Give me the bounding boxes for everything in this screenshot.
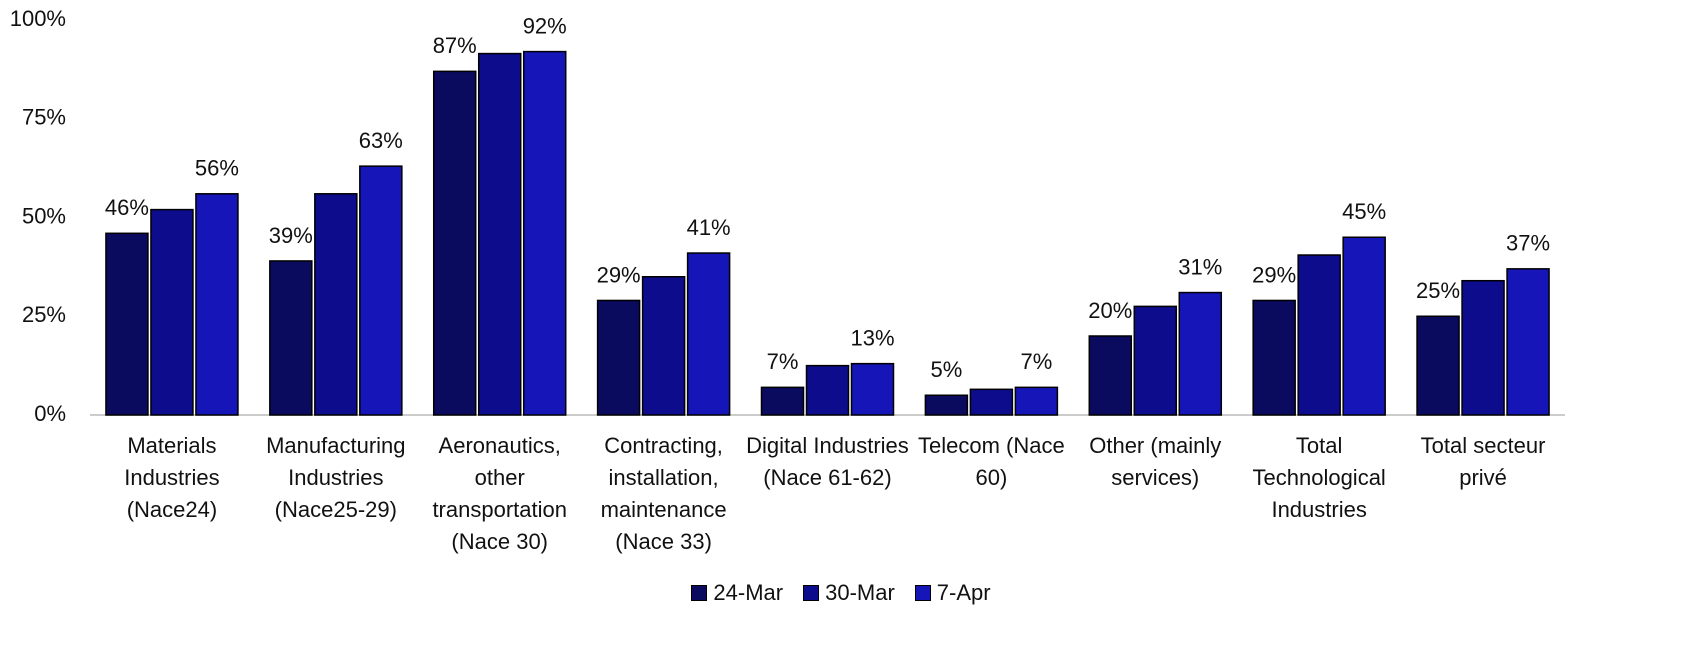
y-tick-label: 0%: [34, 401, 66, 426]
data-label: 87%: [433, 33, 477, 58]
legend-label: 7-Apr: [936, 580, 991, 605]
data-label: 37%: [1506, 231, 1550, 256]
bar: [359, 165, 403, 416]
bar: [1342, 236, 1386, 416]
bar: [195, 193, 239, 416]
bar: [1416, 315, 1460, 416]
data-label: 7%: [767, 349, 799, 374]
bar: [1252, 299, 1296, 416]
bar: [760, 386, 805, 416]
bar: [1014, 386, 1059, 416]
bar: [1133, 305, 1178, 416]
bar: [850, 362, 895, 416]
legend-item: 24-Mar: [691, 580, 783, 606]
bar: [522, 50, 567, 416]
bar: [596, 299, 641, 416]
bar: [969, 388, 1014, 416]
y-tick-label: 25%: [22, 302, 66, 327]
data-label: 63%: [359, 128, 403, 153]
x-tick-label: Telecom (Nace 60): [918, 433, 1065, 490]
data-label: 29%: [1252, 262, 1296, 287]
y-tick-label: 50%: [22, 203, 66, 228]
x-tick-label: Digital Industries (Nace 61-62): [746, 433, 909, 490]
bar: [1088, 335, 1133, 416]
x-tick-label: Aeronautics, other transportation (Nace …: [432, 433, 567, 554]
y-tick-label: 75%: [22, 105, 66, 130]
data-label: 13%: [850, 325, 894, 350]
bar: [314, 193, 358, 416]
x-tick-label: Contracting, installation, maintenance (…: [600, 433, 727, 554]
data-label: 29%: [597, 262, 641, 287]
data-label: 20%: [1088, 298, 1132, 323]
bar: [1506, 268, 1550, 416]
legend-item: 7-Apr: [914, 580, 991, 606]
legend-swatch: [691, 585, 708, 601]
bar: [805, 364, 850, 416]
data-label: 7%: [1020, 349, 1052, 374]
x-tick-label: Total secteur privé: [1420, 433, 1546, 490]
bar: [1461, 279, 1505, 416]
data-label: 31%: [1178, 254, 1222, 279]
bar: [1178, 291, 1223, 416]
legend-swatch: [914, 585, 931, 601]
data-label: 92%: [523, 13, 567, 38]
bar: [924, 394, 969, 416]
data-label: 45%: [1342, 199, 1386, 224]
legend-swatch: [803, 585, 820, 601]
legend-label: 24-Mar: [713, 580, 784, 605]
data-label: 56%: [195, 156, 239, 181]
x-tick-label: Materials Industries (Nace24): [124, 433, 220, 522]
x-tick-label: Manufacturing Industries (Nace25-29): [266, 433, 406, 522]
bar: [432, 70, 477, 416]
legend-label: 30-Mar: [825, 580, 895, 605]
legend-item: 30-Mar: [803, 580, 895, 606]
data-label: 25%: [1416, 278, 1460, 303]
data-label: 5%: [930, 357, 962, 382]
y-tick-label: 100%: [10, 6, 66, 31]
bar: [105, 232, 149, 416]
bar: [477, 52, 522, 416]
bar: [1297, 254, 1341, 416]
bar: [686, 252, 731, 416]
bar: [641, 276, 686, 416]
bar: [269, 260, 313, 416]
data-label: 41%: [687, 215, 731, 240]
x-tick-label: Other (mainly services): [1089, 433, 1222, 490]
bar: [150, 208, 194, 416]
x-tick-label: Total Technological Industries: [1252, 433, 1386, 522]
data-label: 46%: [105, 195, 149, 220]
data-label: 39%: [269, 223, 313, 248]
legend: 24-Mar 30-Mar 7-Apr: [0, 580, 1682, 606]
